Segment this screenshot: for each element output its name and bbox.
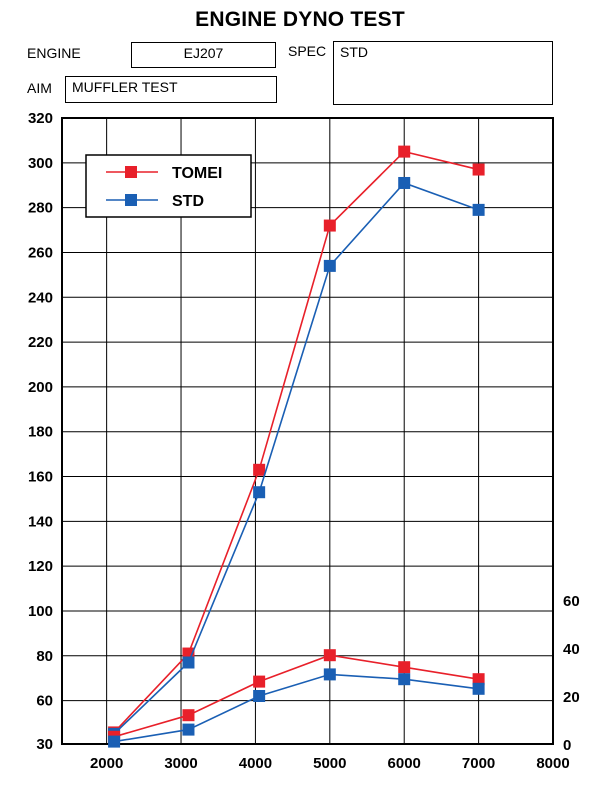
- chart-series: [108, 145, 485, 748]
- data-point-std-lower: [398, 673, 411, 686]
- series-line-tomei-upper: [113, 150, 479, 733]
- data-point-tomei-upper: [472, 163, 485, 176]
- data-point-tomei-lower: [182, 709, 195, 722]
- plot-frame: [61, 117, 554, 745]
- data-point-std-lower: [182, 723, 195, 736]
- series-line-std-upper: [113, 182, 479, 735]
- y-tick-label-left: 280: [28, 200, 53, 217]
- data-point-tomei-upper: [253, 463, 266, 476]
- y-tick-label-right: 40: [563, 641, 580, 658]
- series-line-tomei-lower: [113, 654, 479, 738]
- data-point-std-lower: [108, 735, 121, 748]
- y-tick-label-right: 0: [563, 737, 571, 754]
- data-point-std-upper: [472, 203, 485, 216]
- data-point-std-upper: [253, 486, 266, 499]
- y-tick-label-left: 260: [28, 244, 53, 261]
- y-tick-label-left: 320: [28, 110, 53, 127]
- y-tick-label-left: 80: [36, 648, 53, 665]
- x-tick-label: 5000: [313, 755, 346, 772]
- x-tick-label: 6000: [388, 755, 421, 772]
- y-tick-label-left: 240: [28, 289, 53, 306]
- chart-title: ENGINE DYNO TEST: [195, 8, 405, 31]
- data-point-tomei-upper: [323, 219, 336, 232]
- data-point-std-upper: [182, 656, 195, 669]
- legend-marker-std: [125, 194, 137, 206]
- data-point-std-upper: [323, 259, 336, 272]
- data-point-tomei-upper: [398, 145, 411, 158]
- data-point-tomei-lower: [472, 673, 485, 686]
- data-point-std-upper: [398, 176, 411, 189]
- spec-label: SPEC: [288, 43, 327, 59]
- aim-field: MUFFLER TEST: [65, 76, 277, 103]
- x-tick-label: 8000: [536, 755, 569, 772]
- y-tick-label-left: 100: [28, 603, 53, 620]
- y-tick-label-right: 20: [563, 689, 580, 706]
- x-tick-label: 4000: [239, 755, 272, 772]
- data-point-std-lower: [323, 668, 336, 681]
- y-tick-label-right: 60: [563, 593, 580, 610]
- y-tick-label-left: 30: [36, 736, 53, 753]
- series-line-std-lower: [113, 673, 479, 743]
- chart-axes: 3060801001201401601802002202402602803003…: [28, 110, 580, 772]
- x-tick-label: 2000: [90, 755, 123, 772]
- engine-field: EJ207: [131, 42, 276, 68]
- aim-label: AIM: [27, 80, 52, 96]
- data-point-tomei-lower: [323, 649, 336, 662]
- y-tick-label-left: 300: [28, 155, 53, 172]
- data-point-tomei-lower: [253, 675, 266, 688]
- x-tick-label: 3000: [164, 755, 197, 772]
- data-point-tomei-lower: [398, 661, 411, 674]
- engine-label: ENGINE: [27, 45, 81, 61]
- data-point-std-lower: [472, 682, 485, 695]
- spec-field: STD: [333, 41, 553, 105]
- y-tick-label-left: 220: [28, 334, 53, 351]
- chart-legend: TOMEI STD: [85, 154, 252, 218]
- y-tick-label-left: 140: [28, 513, 53, 530]
- y-tick-label-left: 180: [28, 424, 53, 441]
- legend-box: [85, 154, 252, 218]
- legend-marker-tomei: [125, 166, 137, 178]
- y-tick-label-left: 160: [28, 469, 53, 486]
- legend-label-std: STD: [172, 193, 204, 210]
- y-tick-label-left: 120: [28, 558, 53, 575]
- x-tick-label: 7000: [462, 755, 495, 772]
- legend-label-tomei: TOMEI: [172, 165, 222, 182]
- data-point-std-lower: [253, 690, 266, 702]
- y-tick-label-left: 200: [28, 379, 53, 396]
- y-tick-label-left: 60: [36, 693, 53, 710]
